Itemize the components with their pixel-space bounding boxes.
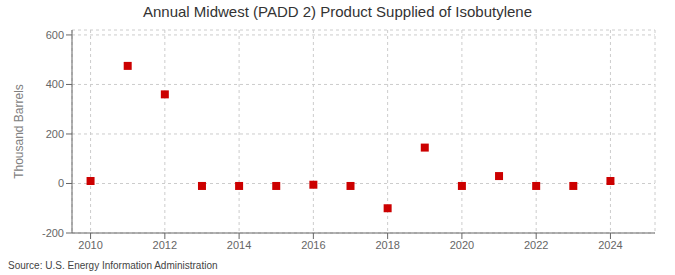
svg-text:2020: 2020 — [450, 239, 474, 251]
svg-text:2010: 2010 — [78, 239, 102, 251]
svg-text:2016: 2016 — [301, 239, 325, 251]
svg-text:Thousand Barrels: Thousand Barrels — [12, 84, 26, 179]
html-text:Source: U.S. Energy Informatio: Source: U.S. Energy Information Administ… — [8, 260, 218, 271]
svg-text:2022: 2022 — [524, 239, 548, 251]
svg-text:2012: 2012 — [153, 239, 177, 251]
html-text:Annual Midwest (PADD 2) Produc: Annual Midwest (PADD 2) Product Supplied… — [143, 3, 532, 20]
svg-text:2014: 2014 — [227, 239, 251, 251]
svg-text:200: 200 — [46, 128, 64, 140]
svg-text:600: 600 — [46, 29, 64, 41]
svg-text:2018: 2018 — [375, 239, 399, 251]
svg-text:0: 0 — [58, 177, 64, 189]
svg-text:400: 400 — [46, 78, 64, 90]
svg-text:-200: -200 — [42, 227, 64, 239]
svg-text:2024: 2024 — [598, 239, 622, 251]
